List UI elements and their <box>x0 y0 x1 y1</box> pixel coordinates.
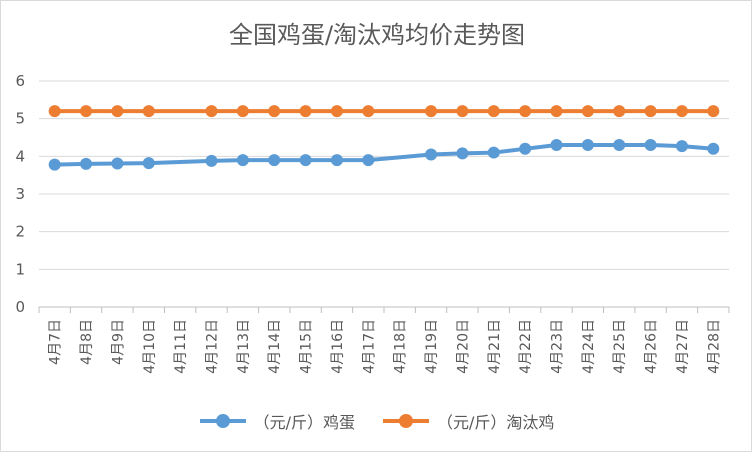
x-tick-label: 4月11日 <box>173 319 189 374</box>
data-point-1 <box>111 105 124 118</box>
x-tick-label: 4月19日 <box>424 319 440 374</box>
y-axis-ticks: 0 1 2 3 4 5 6 <box>15 72 25 316</box>
data-point-0 <box>519 142 532 155</box>
data-point-0 <box>205 154 218 167</box>
legend-swatch-egg <box>199 413 246 429</box>
data-point-1 <box>48 105 61 118</box>
x-tick-label: 4月25日 <box>612 319 628 374</box>
data-point-1 <box>425 105 438 118</box>
data-point-1 <box>362 105 375 118</box>
data-point-0 <box>675 140 688 153</box>
data-point-1 <box>487 105 500 118</box>
legend-label-cull-hen: （元/斤）淘汰鸡 <box>437 413 555 432</box>
data-point-1 <box>205 105 218 118</box>
x-tick-label: 4月28日 <box>706 319 722 374</box>
data-point-0 <box>236 154 249 167</box>
x-tick-label: 4月14日 <box>267 319 283 374</box>
legend-item-cull-hen[interactable]: （元/斤）淘汰鸡 <box>383 409 554 433</box>
x-tick-label: 4月17日 <box>361 319 377 374</box>
x-axis-ticks: 4月7日 4月8日 4月9日 4月10日 4月11日 4月12日 4月13日 4月14日 4月1… <box>48 319 723 374</box>
data-point-1 <box>142 105 155 118</box>
data-point-0 <box>268 154 281 167</box>
legend-item-egg[interactable]: （元/斤）鸡蛋 <box>199 409 355 433</box>
data-point-1 <box>330 105 343 118</box>
data-point-0 <box>80 157 93 170</box>
data-point-1 <box>299 105 312 118</box>
legend-label-egg: （元/斤）鸡蛋 <box>253 413 355 432</box>
data-point-1 <box>80 105 93 118</box>
legend: （元/斤）鸡蛋 （元/斤）淘汰鸡 <box>1 409 752 433</box>
x-tick-label: 4月23日 <box>550 319 566 374</box>
data-point-1 <box>456 105 469 118</box>
data-point-0 <box>644 139 657 152</box>
x-tick-label: 4月18日 <box>393 319 409 374</box>
data-point-0 <box>48 158 61 171</box>
data-point-1 <box>581 105 594 118</box>
data-point-0 <box>487 146 500 159</box>
x-tick-label: 4月12日 <box>205 319 221 374</box>
x-tick-label: 4月15日 <box>299 319 315 374</box>
x-tick-label: 4月20日 <box>455 319 471 374</box>
x-tick-label: 4月7日 <box>48 319 64 365</box>
x-tick-label: 4月21日 <box>487 319 503 374</box>
data-point-0 <box>299 154 312 167</box>
data-point-0 <box>550 139 563 152</box>
data-point-1 <box>550 105 563 118</box>
y-tick-label: 6 <box>15 72 25 90</box>
x-tick-label: 4月16日 <box>330 319 346 374</box>
y-tick-label: 5 <box>15 110 25 128</box>
y-tick-label: 4 <box>15 147 25 165</box>
x-tick-label: 4月9日 <box>110 319 126 365</box>
data-point-1 <box>675 105 688 118</box>
gridlines <box>39 80 729 270</box>
x-tick-label: 4月10日 <box>142 319 158 374</box>
y-tick-label: 2 <box>15 223 25 241</box>
data-point-0 <box>613 139 626 152</box>
data-point-1 <box>236 105 249 118</box>
data-point-1 <box>707 105 720 118</box>
x-axis <box>38 306 730 313</box>
x-tick-label: 4月26日 <box>644 319 660 374</box>
y-tick-label: 0 <box>15 298 25 316</box>
data-point-0 <box>330 154 343 167</box>
y-tick-label: 3 <box>15 185 25 203</box>
data-point-0 <box>707 142 720 155</box>
data-point-1 <box>519 105 532 118</box>
data-point-0 <box>111 157 124 170</box>
y-tick-label: 1 <box>15 260 25 278</box>
chart-title: 全国鸡蛋/淘汰鸡均价走势图 <box>228 21 526 49</box>
legend-swatch-cull-hen <box>383 413 429 429</box>
data-point-1 <box>268 105 281 118</box>
data-point-0 <box>142 157 155 170</box>
data-point-1 <box>613 105 626 118</box>
data-point-1 <box>644 105 657 118</box>
x-tick-label: 4月8日 <box>79 319 95 365</box>
data-point-0 <box>581 139 594 152</box>
x-tick-label: 4月24日 <box>581 319 597 374</box>
x-tick-label: 4月27日 <box>675 319 691 374</box>
series-points <box>48 105 720 171</box>
data-point-0 <box>362 154 375 167</box>
x-tick-label: 4月22日 <box>518 319 534 374</box>
data-point-0 <box>425 148 438 161</box>
x-tick-label: 4月13日 <box>236 319 252 374</box>
data-point-0 <box>456 147 469 160</box>
